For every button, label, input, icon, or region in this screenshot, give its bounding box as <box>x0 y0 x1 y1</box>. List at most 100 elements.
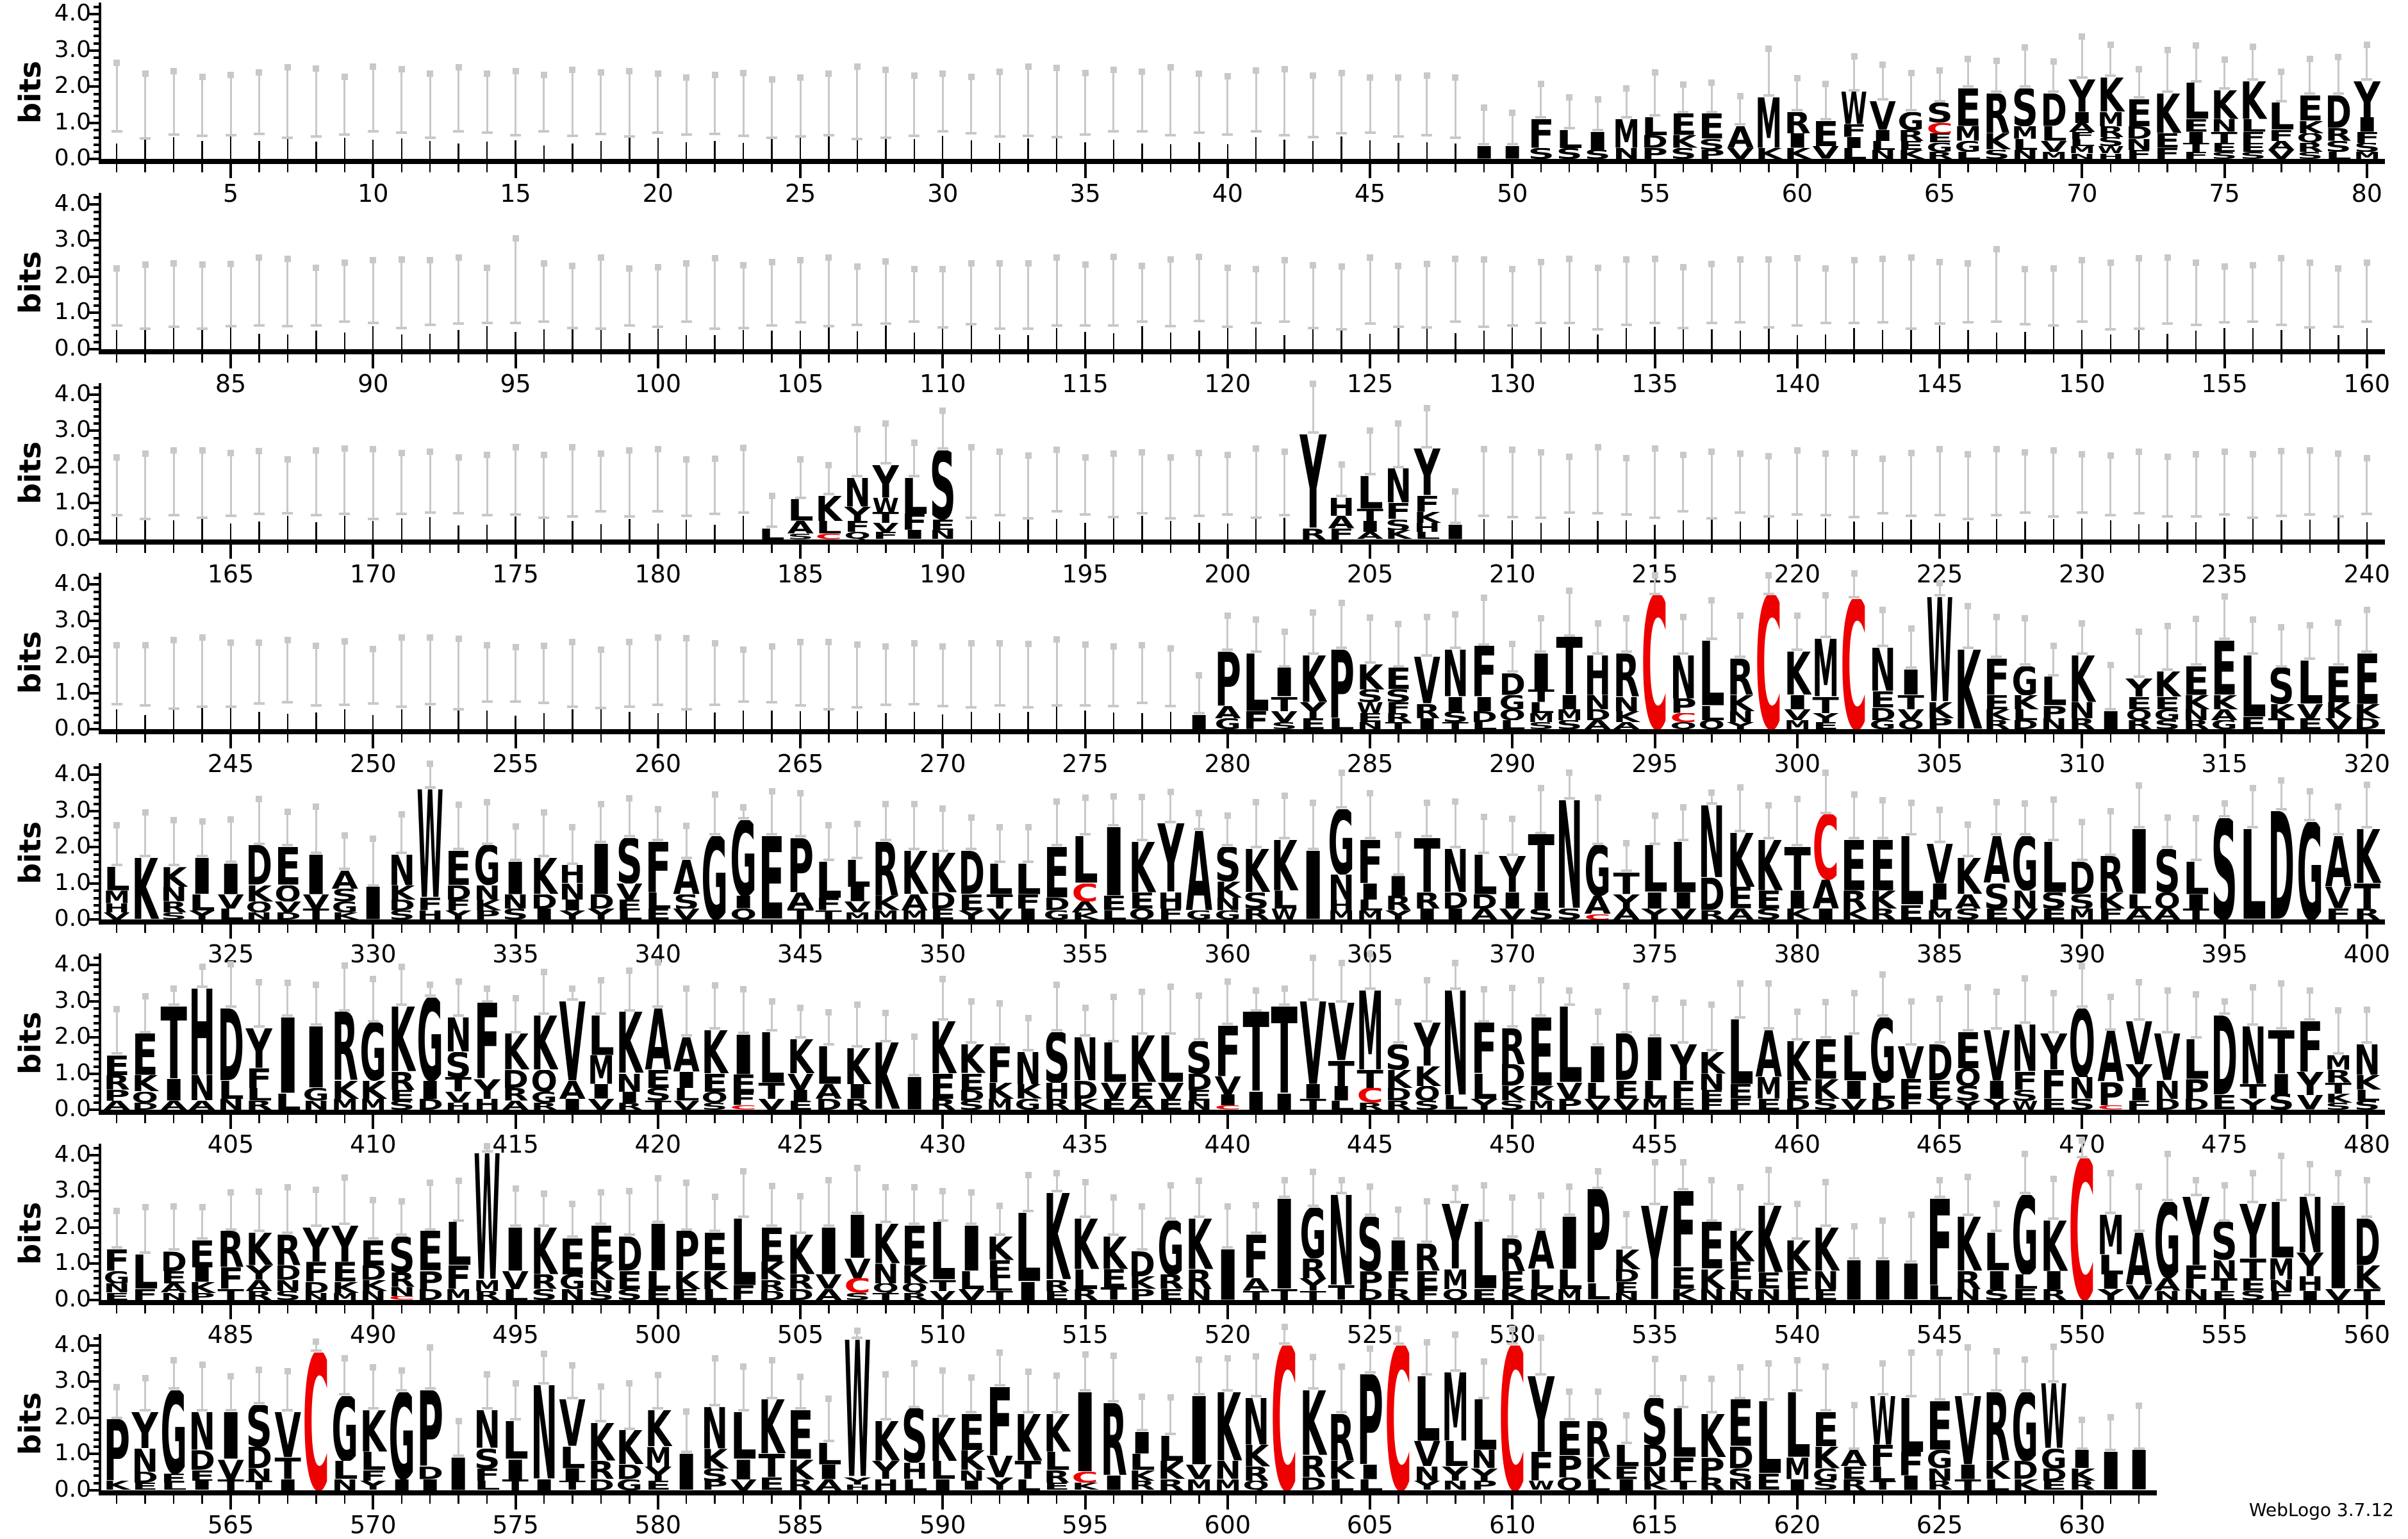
x-tick-major <box>1653 354 1656 368</box>
error-bar-cap-top <box>370 256 377 263</box>
y-tick-label: 3.0 <box>54 36 91 63</box>
logo-column <box>1413 14 1441 159</box>
y-tick-major <box>88 393 99 396</box>
x-tick-minor <box>2052 1115 2055 1123</box>
error-bar <box>771 495 773 527</box>
logo-letter-M: M <box>1784 720 1810 729</box>
error-bar <box>1824 595 1827 638</box>
error-bar-cap-bottom <box>2219 815 2231 818</box>
x-tick-major <box>2081 925 2084 939</box>
error-bar <box>201 638 204 707</box>
x-tick-major <box>1226 354 1229 368</box>
x-tick-major <box>1084 544 1087 559</box>
logo-column <box>2011 395 2039 539</box>
error-bar-cap-bottom <box>1250 130 1262 133</box>
residual-mark <box>657 329 659 349</box>
logo-letter-K: K <box>1955 650 1983 729</box>
error-bar-cap-top <box>1936 445 1943 452</box>
error-bar-cap-top <box>142 809 149 816</box>
logo-letter-N: N <box>388 855 415 885</box>
error-bar-cap-bottom <box>2190 1193 2202 1196</box>
error-bar-cap-bottom <box>1165 516 1176 520</box>
logo-column <box>1697 395 1726 539</box>
y-tick-major <box>88 1488 99 1492</box>
x-tick-label: 335 <box>492 940 539 969</box>
error-bar-cap-top <box>170 637 177 644</box>
logo-letter-S: S <box>445 1052 472 1078</box>
error-bar-cap-top <box>227 639 235 646</box>
logo-letter-G: G <box>416 998 443 1081</box>
logo-letter-N: N <box>274 1280 301 1291</box>
logo-letter-Y: Y <box>1299 434 1327 529</box>
y-tick-major <box>88 429 99 432</box>
error-bar <box>2166 991 2169 1032</box>
error-bar-cap-top <box>1395 420 1402 427</box>
x-tick-minor <box>1967 1115 1969 1123</box>
error-bar <box>400 259 403 328</box>
x-tick-minor <box>2166 164 2168 172</box>
x-tick-minor <box>1881 164 1884 172</box>
logo-letter-M: M <box>1442 1269 1469 1289</box>
y-tick-minor <box>94 978 99 982</box>
error-bar-cap-top <box>1765 1360 1772 1367</box>
error-bar-cap-top <box>1310 380 1317 387</box>
logo-column <box>1441 204 1469 349</box>
error-bar-cap-bottom <box>1108 824 1119 827</box>
logo-letter-T: T <box>1328 1285 1355 1300</box>
residual-mark <box>201 705 203 730</box>
residual-mark <box>429 333 431 349</box>
logo-letter-E: E <box>1043 1291 1069 1300</box>
error-bar <box>1853 1404 1856 1449</box>
error-bar-cap-top <box>1851 990 1858 997</box>
error-bar-cap-top <box>1965 259 1972 267</box>
error-bar <box>1112 1356 1115 1402</box>
x-tick-label: 245 <box>207 750 254 778</box>
error-bar-cap-top <box>1452 798 1459 805</box>
error-bar <box>827 825 830 860</box>
logo-letter-Y: Y <box>1669 1044 1697 1081</box>
error-bar <box>1739 453 1742 513</box>
y-tick-minor <box>94 766 99 770</box>
error-bar-cap-top <box>2079 1416 2086 1423</box>
error-bar-cap-bottom <box>1478 514 1490 518</box>
error-bar <box>429 451 431 513</box>
logo-letter-L: L <box>246 1088 272 1101</box>
error-bar <box>1796 1012 1799 1039</box>
y-tick-minor <box>94 1284 99 1287</box>
error-bar-cap-bottom <box>738 326 749 329</box>
error-bar-cap-top <box>1879 61 1886 68</box>
logo-letter-T: T <box>1243 1291 1269 1300</box>
logo-letter-E: E <box>1100 1099 1126 1110</box>
x-tick-label: 145 <box>1916 369 1963 398</box>
error-bar <box>657 809 659 840</box>
error-bar-cap-bottom <box>140 704 151 707</box>
x-tick-minor <box>1768 544 1770 553</box>
error-bar-cap-top <box>2022 1151 2029 1158</box>
error-bar-cap-top <box>284 1183 291 1190</box>
error-bar-cap-top <box>2363 259 2370 267</box>
x-tick-major <box>1653 1495 1656 1510</box>
error-bar-cap-top <box>1110 1353 1117 1360</box>
error-bar-cap-bottom <box>1792 1037 1803 1041</box>
error-bar-cap-top <box>2136 66 2143 73</box>
error-bar <box>1454 963 1456 989</box>
error-bar-cap-bottom <box>823 708 834 711</box>
error-bar-cap-bottom <box>2133 1017 2145 1021</box>
logo-letter-Y: Y <box>302 1228 330 1262</box>
x-tick-minor <box>315 1115 317 1123</box>
error-bar-cap-bottom <box>1934 1195 1945 1198</box>
logo-letter-G: G <box>104 1271 130 1284</box>
error-bar <box>1283 451 1286 516</box>
error-bar-cap-bottom <box>1080 1215 1091 1218</box>
residual-mark <box>2138 330 2140 349</box>
logo-letter-I: I <box>1585 1046 1611 1083</box>
x-tick-label: 505 <box>777 1320 824 1349</box>
